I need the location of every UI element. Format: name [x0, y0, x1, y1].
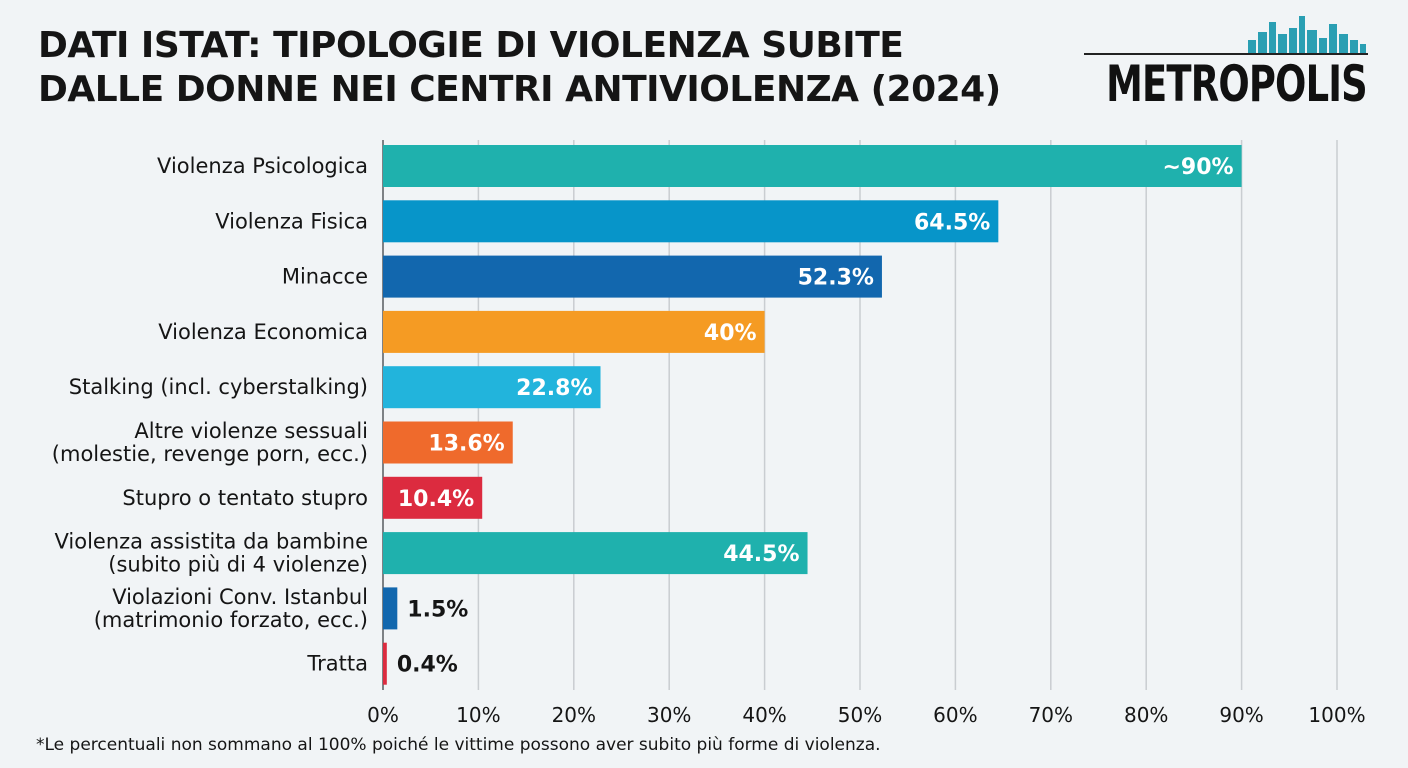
x-tick-label: 0%: [367, 703, 399, 727]
value-label: 52.3%: [798, 266, 874, 291]
x-tick-label: 60%: [933, 703, 977, 727]
chart-title: DATI ISTAT: TIPOLOGIE DI VIOLENZA SUBITE…: [38, 24, 1001, 112]
chart-title-line-1: DATI ISTAT: TIPOLOGIE DI VIOLENZA SUBITE: [38, 25, 904, 66]
value-label: 22.8%: [516, 376, 592, 401]
value-label: 13.6%: [428, 432, 504, 457]
value-label: 44.5%: [723, 542, 799, 567]
city-skyline-icon: [1084, 16, 1368, 55]
logo-wordmark: METROPOLIS: [1106, 55, 1368, 113]
category-label: Altre violenze sessuali (molestie, reveng…: [52, 419, 368, 466]
x-tick-label: 80%: [1124, 703, 1168, 727]
x-tick-label: 40%: [742, 703, 786, 727]
x-tick-label: 100%: [1308, 703, 1365, 727]
footnote: *Le percentuali non sommano al 100% poic…: [36, 735, 881, 755]
x-tick-label: 70%: [1029, 703, 1073, 727]
bar: [383, 532, 808, 575]
value-label: 40%: [704, 321, 757, 346]
x-tick-label: 20%: [552, 703, 596, 727]
x-tick-label: 10%: [456, 703, 500, 727]
category-label: Violenza Economica: [158, 320, 368, 344]
x-tick-label: 30%: [647, 703, 691, 727]
bar: [383, 366, 601, 409]
bar: [383, 145, 1242, 187]
value-label: 1.5%: [407, 597, 468, 622]
category-label: Violenza Psicologica: [157, 154, 368, 178]
bar: [383, 200, 999, 243]
category-label: Stupro o tentato stupro: [122, 486, 368, 510]
x-tick-label: 50%: [838, 703, 882, 727]
bar: [383, 642, 387, 685]
category-label: Violenza assistita da bambine (subito più…: [54, 530, 368, 577]
bar: [383, 255, 882, 298]
bar: [383, 421, 513, 464]
category-label: Minacce: [282, 265, 368, 289]
value-label: 0.4%: [397, 653, 458, 678]
category-label: Tratta: [306, 652, 368, 676]
value-label: 64.5%: [914, 210, 990, 235]
category-label: Violazioni Conv. Istanbul (matrimonio for…: [94, 585, 368, 632]
x-tick-label: 90%: [1219, 703, 1263, 727]
chart-title-line-2: DALLE DONNE NEI CENTRI ANTIVIOLENZA (202…: [38, 69, 1001, 110]
category-label: Stalking (incl. cyberstalking): [69, 375, 368, 399]
bar: [383, 310, 765, 353]
bar: [383, 476, 483, 519]
category-label: Violenza Fisica: [215, 209, 368, 233]
value-label: ~90%: [1163, 155, 1234, 180]
bar: [383, 587, 398, 630]
value-label: 10.4%: [398, 487, 474, 512]
brand-logo: METROPOLIS: [1080, 10, 1370, 115]
